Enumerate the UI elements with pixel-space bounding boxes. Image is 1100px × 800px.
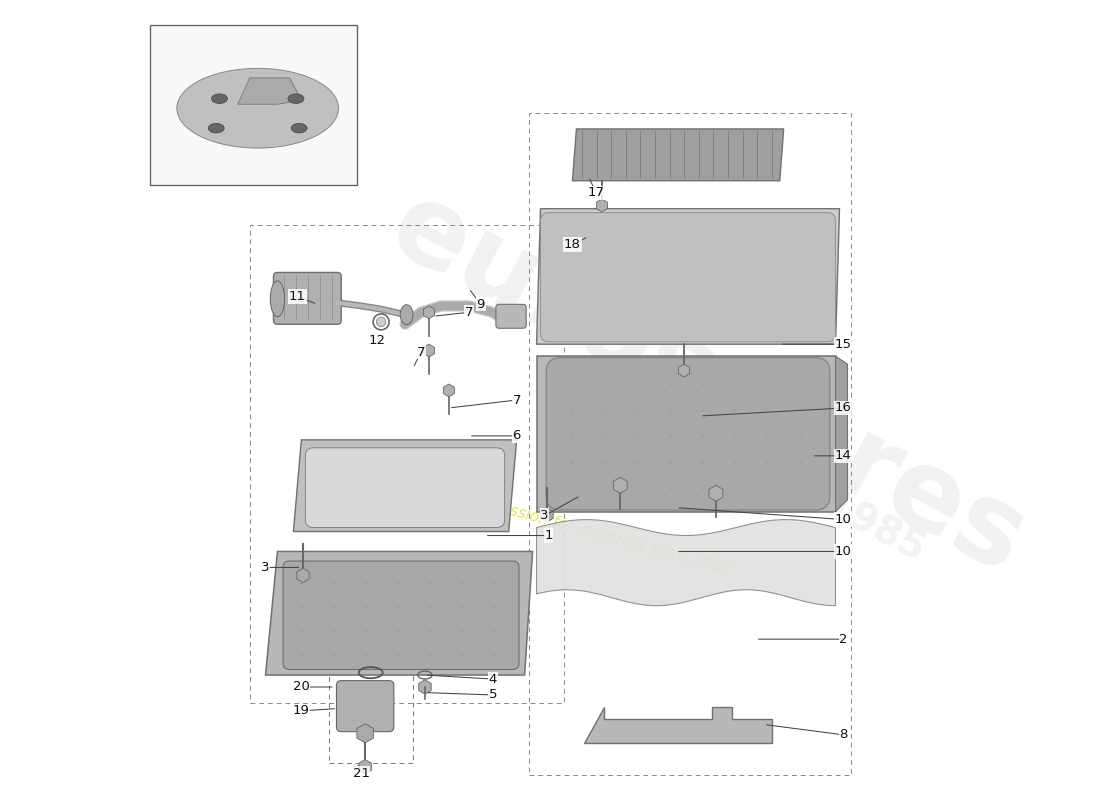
Text: 3: 3 [540,509,549,522]
Polygon shape [238,78,301,104]
Ellipse shape [271,281,285,317]
Text: 18: 18 [564,238,581,251]
Text: 2: 2 [839,633,848,646]
Circle shape [376,317,386,326]
Polygon shape [584,707,772,743]
FancyBboxPatch shape [540,213,836,342]
Text: 15: 15 [835,338,852,350]
FancyBboxPatch shape [274,273,341,324]
Text: since 1985: since 1985 [707,424,932,568]
Text: 5: 5 [488,689,497,702]
Ellipse shape [292,123,307,133]
FancyBboxPatch shape [283,561,519,670]
Text: 3: 3 [262,561,270,574]
Polygon shape [537,356,836,512]
Text: a passion for motoring since 1985: a passion for motoring since 1985 [476,494,733,577]
Ellipse shape [288,94,304,103]
Polygon shape [572,129,783,181]
Text: 7: 7 [464,306,473,319]
Ellipse shape [208,123,224,133]
Polygon shape [294,440,517,531]
Polygon shape [836,356,847,512]
Ellipse shape [400,305,412,325]
Bar [250,225,564,703]
Text: 6: 6 [513,430,520,442]
Polygon shape [265,551,532,675]
Polygon shape [537,209,839,344]
Text: 8: 8 [839,728,848,742]
Text: 7: 7 [417,346,426,358]
Text: eurospares: eurospares [373,172,1043,596]
Text: 20: 20 [293,681,310,694]
FancyBboxPatch shape [337,681,394,732]
Text: 11: 11 [289,290,306,303]
Text: 21: 21 [353,766,370,779]
Text: 10: 10 [835,513,851,526]
Text: 4: 4 [488,673,497,686]
Text: 12: 12 [368,334,386,346]
Ellipse shape [211,94,228,103]
Text: 17: 17 [587,186,605,199]
Bar [529,113,851,774]
Text: 7: 7 [513,394,521,406]
Text: 14: 14 [835,450,851,462]
Bar [329,655,412,762]
FancyBboxPatch shape [496,304,526,328]
Text: 9: 9 [476,298,485,311]
FancyBboxPatch shape [546,358,829,510]
FancyBboxPatch shape [306,448,505,527]
Text: 19: 19 [293,705,310,718]
Text: 16: 16 [835,402,851,414]
Polygon shape [537,520,836,606]
Text: 1: 1 [544,529,553,542]
Ellipse shape [177,68,339,148]
Bar [150,26,358,185]
Text: 10: 10 [835,545,851,558]
